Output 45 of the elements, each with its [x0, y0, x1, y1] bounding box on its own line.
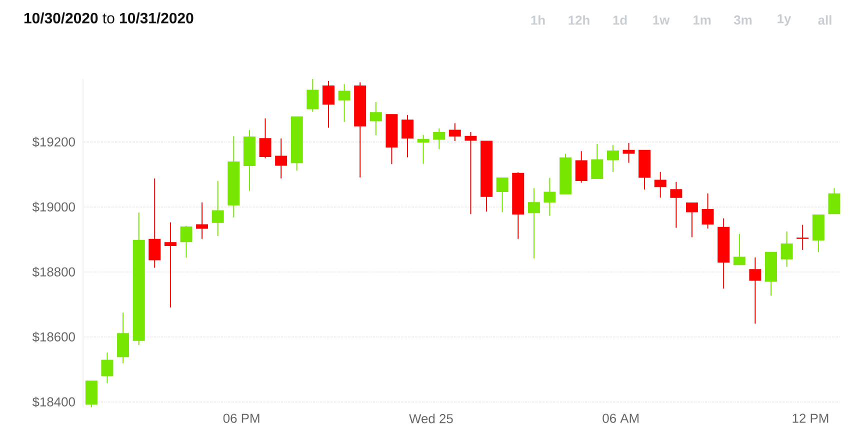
x-tick-label: 06 AM	[602, 414, 639, 423]
candlestick	[670, 182, 682, 228]
candlestick	[322, 80, 334, 128]
candlestick	[433, 128, 446, 150]
candlestick	[212, 180, 224, 236]
candlestick	[85, 380, 98, 408]
candlestick	[370, 102, 382, 136]
candlestick	[528, 188, 540, 259]
y-tick-label: $18600	[32, 332, 75, 342]
candlestick	[338, 84, 350, 122]
candlestick	[686, 202, 698, 238]
candlestick	[275, 138, 288, 179]
candlestick	[148, 178, 161, 268]
candlestick	[464, 131, 477, 215]
candlestick	[780, 230, 793, 268]
candlestick	[606, 144, 619, 172]
candlestick	[544, 177, 556, 216]
candlestick	[101, 352, 114, 384]
candlestick	[702, 192, 714, 229]
y-tick-label: $18400	[32, 396, 75, 408]
chart-title: 10/30/2020 to 10/31/2020	[24, 12, 194, 24]
y-tick-label: $19000	[32, 202, 75, 212]
x-tick-label: 12 PM	[792, 414, 828, 423]
candlestick	[796, 224, 809, 250]
candlestick	[164, 222, 176, 308]
candlestick	[196, 202, 208, 240]
candlestick	[259, 118, 272, 159]
x-tick-label: Wed 25	[409, 414, 453, 424]
candlestick	[654, 171, 666, 198]
candlestick	[117, 312, 130, 364]
candlestick	[417, 134, 430, 164]
y-tick-label: $19200	[32, 136, 75, 148]
candlestick	[575, 150, 588, 184]
candlestick	[496, 177, 508, 213]
x-tick-label: 06 PM	[223, 414, 260, 423]
candlestick	[591, 143, 604, 180]
candlestick	[733, 234, 746, 266]
candlestick	[306, 78, 319, 112]
y-tick-label: $18800	[32, 266, 75, 278]
candlestick	[828, 188, 840, 214]
candlestick	[749, 256, 762, 324]
candlestick	[448, 122, 461, 142]
candlestick	[180, 225, 192, 258]
candlestick	[622, 142, 635, 164]
candlestick	[402, 114, 414, 158]
